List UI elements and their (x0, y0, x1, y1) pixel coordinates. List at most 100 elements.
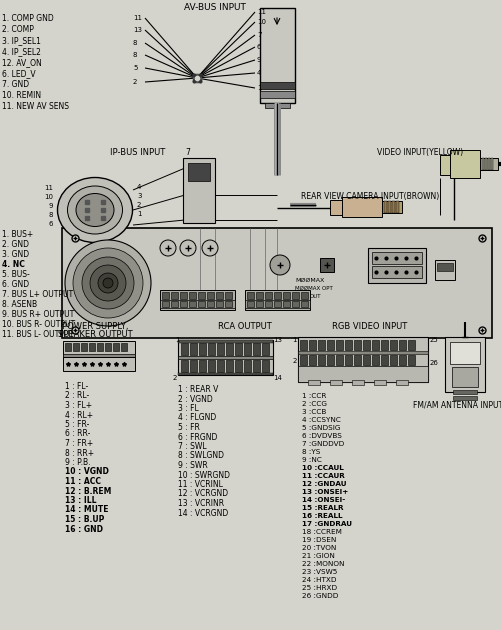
Bar (208, 360, 215, 372)
Text: 16 :REALL: 16 :REALL (302, 513, 343, 519)
Bar (354, 340, 361, 350)
Text: 5: 5 (133, 65, 137, 71)
Circle shape (160, 240, 176, 256)
Text: 1 : FL-: 1 : FL- (65, 382, 88, 391)
Bar (372, 266, 422, 278)
Circle shape (73, 248, 143, 318)
Text: 4 : FLGND: 4 : FLGND (178, 413, 216, 423)
Text: 26 :GNDD: 26 :GNDD (302, 593, 338, 599)
Bar (399, 355, 406, 365)
Bar (260, 8, 295, 103)
Bar (181, 360, 188, 372)
Text: 24 :HTXD: 24 :HTXD (302, 577, 337, 583)
Text: 14 : VCRGND: 14 : VCRGND (178, 508, 228, 517)
Text: 14: 14 (273, 375, 282, 381)
Bar (327, 355, 334, 365)
Bar (330, 380, 342, 385)
Text: 9: 9 (257, 57, 262, 63)
Bar (445, 337, 485, 392)
Text: VIDEO INPUT(YELLOW): VIDEO INPUT(YELLOW) (377, 148, 463, 157)
Bar (171, 301, 178, 307)
Text: 1. COMP GND: 1. COMP GND (2, 14, 54, 23)
Text: 8 :YS: 8 :YS (302, 449, 320, 455)
Text: 9: 9 (49, 203, 53, 209)
Text: 2 : VGND: 2 : VGND (178, 394, 213, 403)
Text: 4 : RL+: 4 : RL+ (65, 411, 93, 420)
Bar (437, 263, 453, 271)
Text: AV-BUS INPUT: AV-BUS INPUT (184, 3, 246, 12)
Ellipse shape (68, 186, 123, 234)
Bar (113, 343, 119, 351)
Text: 8 : SWLGND: 8 : SWLGND (178, 452, 224, 461)
Text: 20 :TVON: 20 :TVON (302, 545, 336, 551)
Bar (408, 340, 415, 350)
Bar (374, 380, 386, 385)
Text: 1: 1 (257, 85, 262, 91)
Text: 17 :GNDRAU: 17 :GNDRAU (302, 521, 352, 527)
Bar (216, 301, 223, 307)
Bar (363, 355, 370, 365)
Bar (390, 355, 397, 365)
Text: 7 : FR+: 7 : FR+ (65, 439, 93, 448)
Bar (368, 248, 426, 283)
Bar (372, 252, 422, 264)
Bar (485, 158, 487, 170)
Text: 3 : FL: 3 : FL (178, 404, 199, 413)
Text: 8: 8 (133, 40, 137, 46)
Text: 6: 6 (257, 44, 262, 50)
Bar (301, 301, 308, 307)
Text: MØØMAX OPT: MØØMAX OPT (295, 286, 333, 291)
Text: 1 : REAR V: 1 : REAR V (178, 385, 218, 394)
Bar (226, 343, 233, 355)
Ellipse shape (76, 193, 114, 227)
Bar (189, 292, 196, 299)
Bar (345, 355, 352, 365)
Text: 13: 13 (273, 337, 282, 343)
Bar (372, 340, 379, 350)
Text: 11. NEW AV SENS: 11. NEW AV SENS (2, 102, 69, 111)
Bar (330, 200, 342, 215)
Bar (265, 103, 290, 108)
Bar (488, 158, 490, 170)
Text: 3: 3 (137, 193, 141, 199)
Text: 4: 4 (257, 70, 262, 76)
Bar (162, 292, 169, 299)
Bar (336, 355, 343, 365)
Bar (392, 201, 395, 213)
Text: 2: 2 (173, 375, 177, 381)
Text: 15 :REALR: 15 :REALR (302, 505, 344, 511)
Bar (198, 301, 205, 307)
Bar (62, 228, 492, 338)
Ellipse shape (58, 178, 132, 243)
Bar (199, 343, 206, 355)
Bar (450, 150, 480, 178)
Bar (181, 343, 188, 355)
Bar (308, 380, 320, 385)
Bar (440, 155, 450, 175)
Text: 25 :HRXD: 25 :HRXD (302, 585, 337, 591)
Text: 10. REMIN: 10. REMIN (2, 91, 41, 100)
Bar (89, 343, 95, 351)
Text: 9 : P.B.: 9 : P.B. (65, 458, 91, 467)
Text: 2 : RL-: 2 : RL- (65, 391, 89, 401)
Text: 18 :CCREM: 18 :CCREM (302, 529, 342, 535)
Text: 9 : SWR: 9 : SWR (178, 461, 208, 470)
Bar (65, 343, 71, 351)
Bar (265, 301, 272, 307)
Text: 6. LED_V: 6. LED_V (2, 69, 36, 78)
Text: 2. GND: 2. GND (2, 240, 29, 249)
Text: 2: 2 (293, 358, 297, 364)
Circle shape (103, 278, 113, 288)
Bar (178, 373, 273, 375)
Bar (178, 340, 273, 343)
Bar (162, 301, 169, 307)
Bar (396, 380, 408, 385)
Text: 10 : VGND: 10 : VGND (65, 467, 109, 476)
Bar (435, 260, 455, 280)
Bar (372, 355, 379, 365)
Text: 10: 10 (257, 19, 266, 25)
Text: 11: 11 (133, 15, 142, 21)
Text: 7. BUS L+ OUTPUT: 7. BUS L+ OUTPUT (2, 290, 73, 299)
Text: 6 : FRGND: 6 : FRGND (178, 433, 217, 442)
Bar (178, 340, 273, 375)
